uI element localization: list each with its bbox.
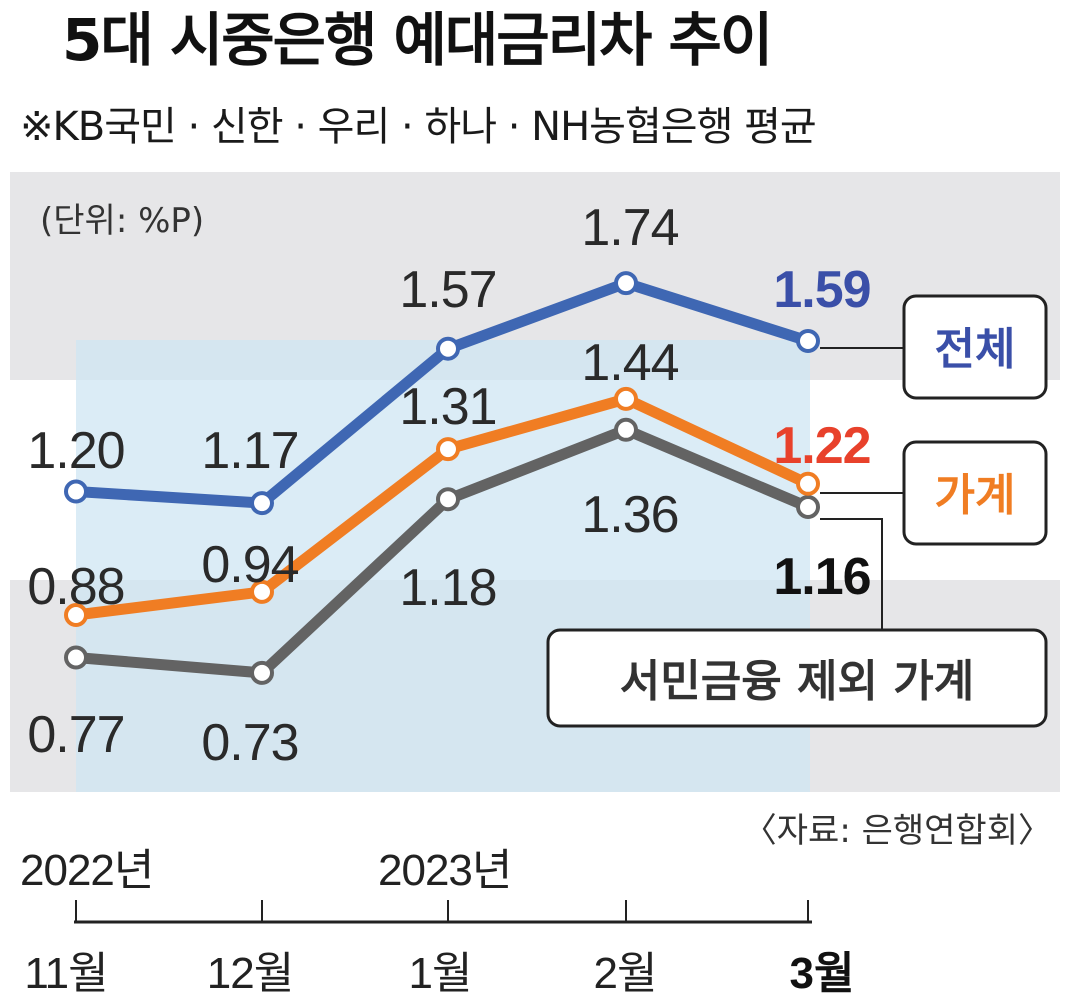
- legend-total: 전체: [902, 294, 1048, 400]
- x-tick-label-feb: 2월: [594, 949, 657, 998]
- legend-connectors: [820, 347, 904, 632]
- data-point-household-feb: [614, 386, 638, 411]
- data-point-household-ex-feb: [614, 417, 638, 442]
- data-point-household-dec: [250, 579, 274, 604]
- legend-household-ex: 서민금융 제외 가계: [546, 628, 1048, 728]
- value-label-total-nov: 1.20: [27, 422, 124, 480]
- year-label-2022: 2022년: [20, 846, 153, 895]
- chart-subtitle: ※KB국민 · 신한 · 우리 · 하나 · NH농협은행 평균: [20, 104, 816, 150]
- x-tick-labels: 11월 12월 1월 2월 3월: [24, 949, 854, 998]
- legend-household: 가계: [902, 440, 1048, 546]
- data-point-total-dec: [250, 491, 274, 516]
- x-ticks: [75, 900, 809, 922]
- x-tick-label-jan: 1월: [409, 949, 472, 998]
- chart-title: 5대 시중은행 예대금리차 추이: [62, 6, 771, 74]
- value-label-household-ex-dec: 0.73: [201, 714, 298, 772]
- value-label-household-jan: 1.31: [399, 378, 496, 436]
- data-point-household-ex-dec: [250, 660, 274, 685]
- value-label-total-mar: 1.59: [773, 261, 870, 319]
- data-point-household-mar: [796, 471, 820, 496]
- data-point-total-feb: [614, 271, 638, 296]
- x-axis: 11월 12월 1월 2월 3월: [24, 900, 854, 998]
- legend-label-total: 전체: [935, 324, 1016, 375]
- value-labels: 1.20 1.17 1.57 1.74 1.59 0.88 0.94 1.31 …: [27, 199, 871, 772]
- x-tick-label-nov: 11월: [24, 949, 107, 998]
- value-label-household-mar: 1.22: [773, 417, 870, 475]
- unit-label: (단위: %P): [40, 201, 204, 241]
- data-point-total-jan: [436, 336, 460, 361]
- value-label-total-dec: 1.17: [201, 422, 298, 480]
- data-point-household-ex-jan: [436, 487, 460, 512]
- value-label-household-dec: 0.94: [201, 536, 298, 594]
- data-point-household-ex-mar: [796, 495, 820, 519]
- value-label-household-ex-feb: 1.36: [581, 486, 678, 544]
- series-layer: [64, 271, 820, 685]
- data-point-household-jan: [436, 437, 460, 462]
- data-point-household-ex-nov: [64, 645, 88, 670]
- data-point-total-nov: [64, 479, 88, 504]
- x-tick-label-mar: 3월: [790, 949, 855, 998]
- series-household-ex: [64, 417, 820, 685]
- value-label-household-feb: 1.44: [581, 334, 678, 392]
- x-tick-label-dec: 12월: [207, 949, 293, 998]
- value-label-household-ex-jan: 1.18: [399, 559, 496, 617]
- value-label-household-ex-nov: 0.77: [27, 706, 124, 764]
- connector-household-ex: [820, 518, 883, 632]
- series-household: [64, 386, 820, 627]
- data-point-total-mar: [796, 329, 820, 353]
- legend-label-household-ex: 서민금융 제외 가계: [620, 656, 974, 707]
- value-label-household-ex-mar: 1.16: [773, 548, 870, 606]
- source-label: 〈자료: 은행연합회〉: [743, 811, 1052, 851]
- year-label-2023: 2023년: [378, 846, 511, 895]
- series-total: [64, 271, 820, 516]
- data-point-household-nov: [64, 603, 88, 627]
- value-label-total-jan: 1.57: [399, 261, 496, 319]
- value-label-total-feb: 1.74: [581, 199, 678, 257]
- value-label-household-nov: 0.88: [27, 558, 124, 616]
- legend-label-household: 가계: [935, 470, 1016, 521]
